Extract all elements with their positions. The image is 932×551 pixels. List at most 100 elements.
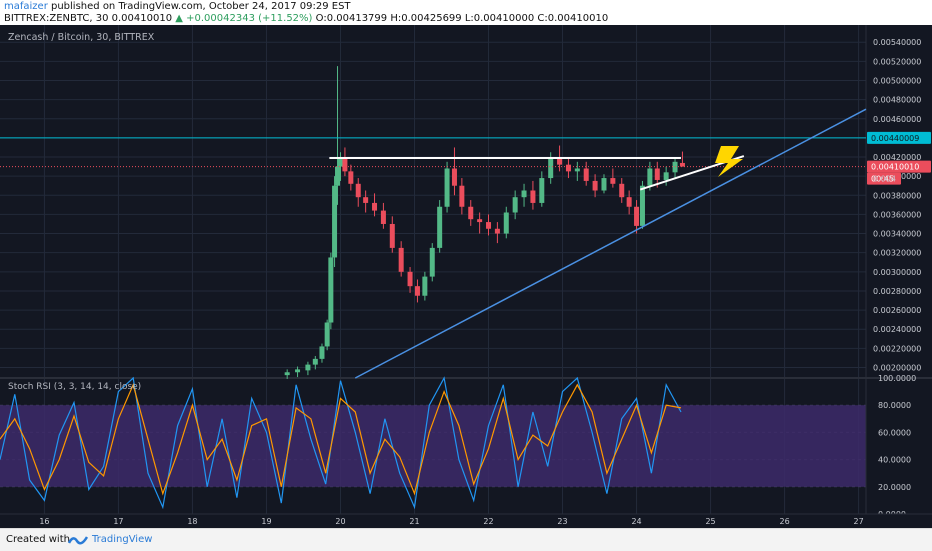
candle [437,200,443,253]
candle-body [494,228,500,234]
candle-body [328,257,334,323]
candle-body [380,210,386,224]
candle-body [548,158,554,179]
candle-body [592,180,598,191]
candle [398,241,404,277]
countdown-label-text: 00:45 [871,175,894,184]
candle-body [342,158,348,172]
candle [565,157,571,179]
candle [284,369,290,379]
candle [583,161,589,186]
chart-title: Zencash / Bitcoin, 30, BITTREX [8,32,155,43]
published-info: published on TradingView.com, October 24… [51,1,351,12]
candle-body [414,286,420,296]
candle-body [503,212,509,234]
price-tick-label: 0.00420000 [873,153,921,162]
candle [574,161,580,181]
price-labels: 0.00440009 0.00410010 00:450.004 [867,131,931,185]
candle [324,319,330,351]
candle-body [619,183,625,198]
price-tick-label: 0.00360000 [873,210,921,219]
candle [521,183,527,207]
countdown-label-box [867,172,901,185]
candle [363,190,369,213]
rsi-tick-label: 20.0000 [878,483,911,492]
candle [312,355,318,370]
candle-body [565,164,571,172]
candle-body [601,178,607,191]
candle [335,66,341,205]
candle [539,171,545,207]
candle-body [574,168,580,172]
rsi-band [0,405,866,487]
candle [422,271,428,301]
symbol-label: BITTREX:ZENBTC, 30 [4,13,109,24]
partial-tick-label: 0.004 [873,175,896,184]
price-tick-label: 0.00220000 [873,344,921,353]
author-name[interactable]: mafaizer [4,1,48,12]
candle-body [355,183,361,198]
price-tick-label: 0.00460000 [873,115,921,124]
stoch-d-line [0,382,682,496]
candle-body [634,206,640,226]
rsi-tick-label: 40.0000 [878,456,911,465]
candle-body [337,158,343,167]
candle [486,214,492,236]
ascending-trendline[interactable] [354,108,867,379]
candle [503,206,509,239]
price-tick-label: 0.00240000 [873,325,921,334]
price-tick-label: 0.00500000 [873,76,921,85]
price-tick-label: 0.00480000 [873,96,921,105]
hline-label-text: 0.00440009 [871,134,919,143]
rsi-tick-label: 60.0000 [878,428,911,437]
candle-body [583,168,589,181]
candle [494,222,500,244]
candle-body [422,276,428,296]
candle-body [530,190,536,203]
candle-body [610,178,616,184]
candle-body [437,206,443,248]
candle-body [639,185,645,226]
candle-body [459,185,465,207]
candle-body [372,202,378,211]
price-tick-label: 0.00340000 [873,230,921,239]
candle [414,279,420,303]
candle [601,174,607,194]
time-tick-label: 17 [113,517,123,526]
chart-canvas[interactable]: 0.00200000 0.00220000 0.00240000 0.00260000… [0,25,932,528]
price-tick-label: 0.00380000 [873,191,921,200]
candle [451,147,457,196]
candle-body [348,171,354,184]
rsi-tick-label: 80.0000 [878,401,911,410]
price-tick-label: 0.00260000 [873,306,921,315]
candle-body [429,247,435,277]
candle-body [407,271,413,287]
candle [389,216,395,253]
hline-label: 0.00440009 [867,131,931,144]
last-price: 0.00410010 [111,13,173,24]
time-axis[interactable]: 16 17 18 19 20 21 22 23 24 25 26 27 [0,513,932,528]
candle [295,366,301,378]
price-tick-label: 0.00520000 [873,57,921,66]
candle [626,190,632,215]
candle-body [512,197,518,213]
candle [459,178,465,215]
tradingview-brand[interactable]: TradingView [92,534,153,545]
ohlc-line: BITTREX:ZENBTC, 30 0.00410010 ▲ +0.00042… [4,13,608,24]
candle-body [654,168,660,180]
time-tick-label: 20 [335,517,345,526]
candle-body [389,223,395,248]
lightning-icon [715,146,743,177]
candle-body [451,168,457,186]
candle [342,147,348,177]
current-price-label-box [867,160,931,173]
candle-body [363,197,369,203]
time-tick-label: 16 [39,517,49,526]
candle-body [284,372,290,376]
time-tick-label: 24 [631,517,641,526]
candle-body [663,172,669,180]
candle [634,200,640,234]
candle [619,178,625,203]
time-tick-label: 26 [779,517,789,526]
candle-body [486,222,492,229]
